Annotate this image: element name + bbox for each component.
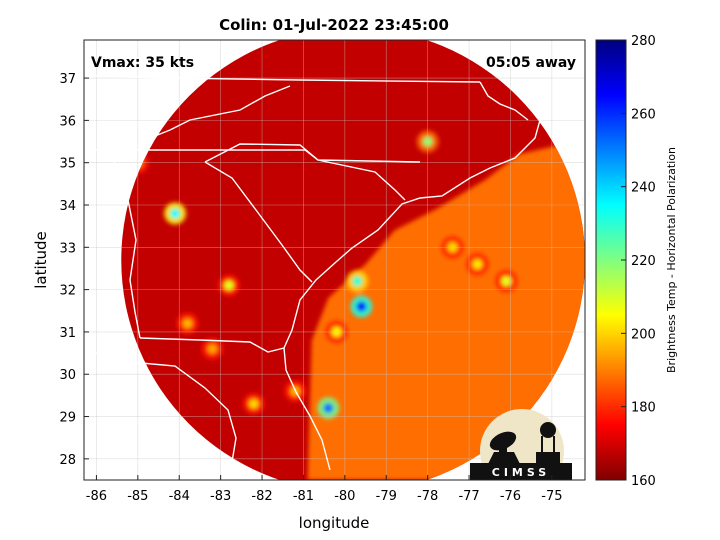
cell-core	[352, 276, 363, 287]
ga-al-border	[109, 149, 141, 339]
ocean-region	[307, 137, 585, 480]
y-axis-label: latitude	[32, 231, 50, 289]
x-tick-label: -81	[293, 489, 314, 504]
x-tick-label: -84	[169, 489, 190, 504]
ga-fl-border	[139, 337, 285, 353]
y-tick-label: 35	[59, 157, 76, 172]
x-axis-ticks: -86 -85 -84 -83 -82 -81 -80 -79 -78 -77 -76 -75	[86, 475, 562, 504]
vmax-label: Vmax: 35 kts	[91, 55, 194, 71]
x-tick-label: -82	[251, 489, 272, 504]
east-coast	[237, 83, 541, 480]
ga-sc-border	[204, 161, 313, 283]
convective-cells	[126, 130, 518, 420]
cell-core	[182, 318, 193, 329]
fl-panhandle-coast	[84, 349, 239, 477]
cell-core	[207, 343, 218, 354]
axes-frame	[83, 39, 586, 481]
x-tick-label: -86	[86, 489, 107, 504]
cell-core	[170, 208, 181, 219]
y-tick-label: 33	[59, 241, 76, 256]
colorbar-tick-label: 260	[631, 107, 656, 122]
y-tick-label: 34	[59, 199, 76, 214]
colorbar-tick-label: 240	[631, 181, 656, 196]
cell-core	[472, 259, 483, 270]
x-tick-label: -75	[541, 489, 562, 504]
colorbar-tick-label: 160	[631, 474, 656, 489]
cell-core	[323, 403, 334, 414]
colorbar: 160 180 200 220 240 260 280 Brightness Temp - …	[595, 34, 678, 489]
nc-sc-border	[204, 143, 406, 201]
x-tick-label: -79	[376, 489, 397, 504]
ocean-warm-region	[307, 137, 585, 480]
y-tick-label: 28	[59, 453, 76, 468]
y-tick-label: 31	[59, 326, 76, 341]
x-tick-label: -83	[210, 489, 231, 504]
colorbar-tick-label: 220	[631, 254, 656, 269]
microwave-footprint	[121, 40, 585, 480]
cell-core	[356, 301, 367, 312]
nc-sounds	[479, 49, 529, 121]
cell-core	[223, 280, 234, 291]
chart-title: Colin: 01-Jul-2022 23:45:00	[219, 16, 449, 34]
y-tick-label: 36	[59, 114, 76, 129]
logo-text: CIMSS	[492, 466, 550, 479]
boundaries	[84, 49, 541, 480]
y-axis-ticks: 28 29 30 31 32 33 34 35 36 37	[59, 72, 89, 468]
x-tick-label: -80	[334, 489, 355, 504]
colorbar-tick-label: 200	[631, 327, 656, 342]
y-tick-label: 29	[59, 411, 76, 426]
x-tick-label: -78	[417, 489, 438, 504]
cimss-logo: CIMSS	[470, 409, 572, 480]
colorbar-ticks: 160 180 200 220 240 260 280	[621, 34, 656, 489]
nc-va-border	[84, 75, 481, 83]
colorbar-tick-label: 180	[631, 401, 656, 416]
tn-nc-ga-border	[84, 149, 421, 163]
y-tick-label: 37	[59, 72, 76, 87]
water-tower-icon	[536, 422, 560, 464]
x-tick-label: -76	[500, 489, 521, 504]
va-inner-line	[144, 85, 291, 141]
x-tick-label: -85	[127, 489, 148, 504]
colorbar-tick-label: 280	[631, 34, 656, 49]
fl-east-coast	[283, 347, 331, 471]
cell-core	[248, 398, 259, 409]
plot-area: CIMSS Vmax: 35 kts 05:05 away	[84, 40, 585, 480]
radar-dish-icon	[488, 431, 520, 464]
time-away-label: 05:05 away	[486, 55, 576, 71]
cell-core	[501, 276, 512, 287]
y-tick-label: 32	[59, 284, 76, 299]
y-tick-label: 30	[59, 368, 76, 383]
x-tick-label: -77	[458, 489, 479, 504]
x-axis-label: longitude	[299, 514, 370, 532]
colorbar-label: Brightness Temp - Horizontal Polarizatio…	[665, 147, 678, 373]
